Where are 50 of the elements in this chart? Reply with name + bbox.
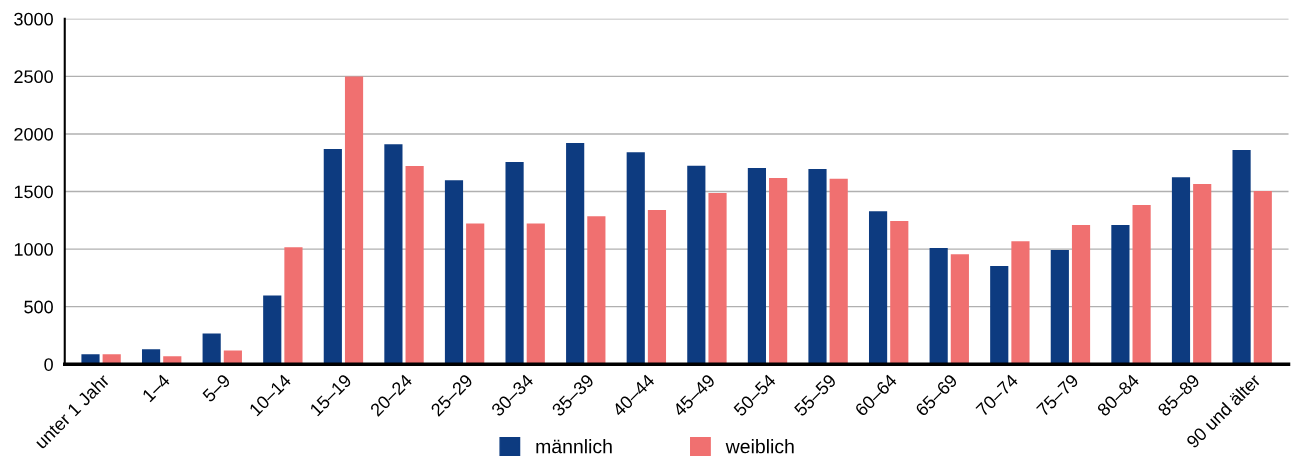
bar <box>626 152 645 365</box>
bar <box>223 350 242 365</box>
bar <box>1050 250 1069 365</box>
bar <box>808 169 827 365</box>
bar <box>929 248 948 365</box>
bar <box>1071 224 1091 365</box>
bar <box>769 178 788 365</box>
bar <box>1011 241 1030 365</box>
bar <box>747 167 766 365</box>
bar <box>505 162 524 365</box>
legend-label: weiblich <box>725 439 794 454</box>
bar <box>587 216 606 365</box>
bar <box>868 211 888 365</box>
bar <box>1111 224 1130 365</box>
bar <box>141 349 161 365</box>
bar <box>1232 150 1251 365</box>
y-tick-label: 3000 <box>14 12 53 26</box>
bar <box>81 354 100 365</box>
bar <box>1253 190 1272 365</box>
y-tick-label: 500 <box>24 300 53 314</box>
y-tick-label: 2500 <box>14 70 53 84</box>
legend-label: männlich <box>536 439 612 454</box>
bar <box>466 223 485 365</box>
bar <box>890 220 909 365</box>
y-tick-label: 2000 <box>14 127 53 141</box>
x-tick-label: 5–9 <box>201 373 232 403</box>
bar <box>990 265 1009 365</box>
bar <box>950 254 969 365</box>
bar <box>1171 177 1191 365</box>
bar <box>829 178 848 365</box>
bar <box>284 247 303 365</box>
bar <box>384 144 403 365</box>
bar <box>647 209 667 365</box>
x-tick-label: 1–4 <box>141 373 171 403</box>
bar <box>526 223 545 365</box>
bar <box>444 180 464 365</box>
bar <box>263 295 282 365</box>
bar <box>344 76 364 365</box>
y-tick-label: 1500 <box>14 185 53 199</box>
bar <box>1132 205 1151 365</box>
y-tick-label: 1000 <box>14 243 53 256</box>
bar <box>708 193 727 365</box>
bar <box>102 354 121 365</box>
bar <box>1193 184 1212 365</box>
bar <box>687 165 706 365</box>
bar <box>405 165 424 365</box>
bar <box>566 143 585 365</box>
bar <box>323 149 342 365</box>
bar <box>202 333 221 365</box>
y-tick-label: 0 <box>44 358 53 371</box>
